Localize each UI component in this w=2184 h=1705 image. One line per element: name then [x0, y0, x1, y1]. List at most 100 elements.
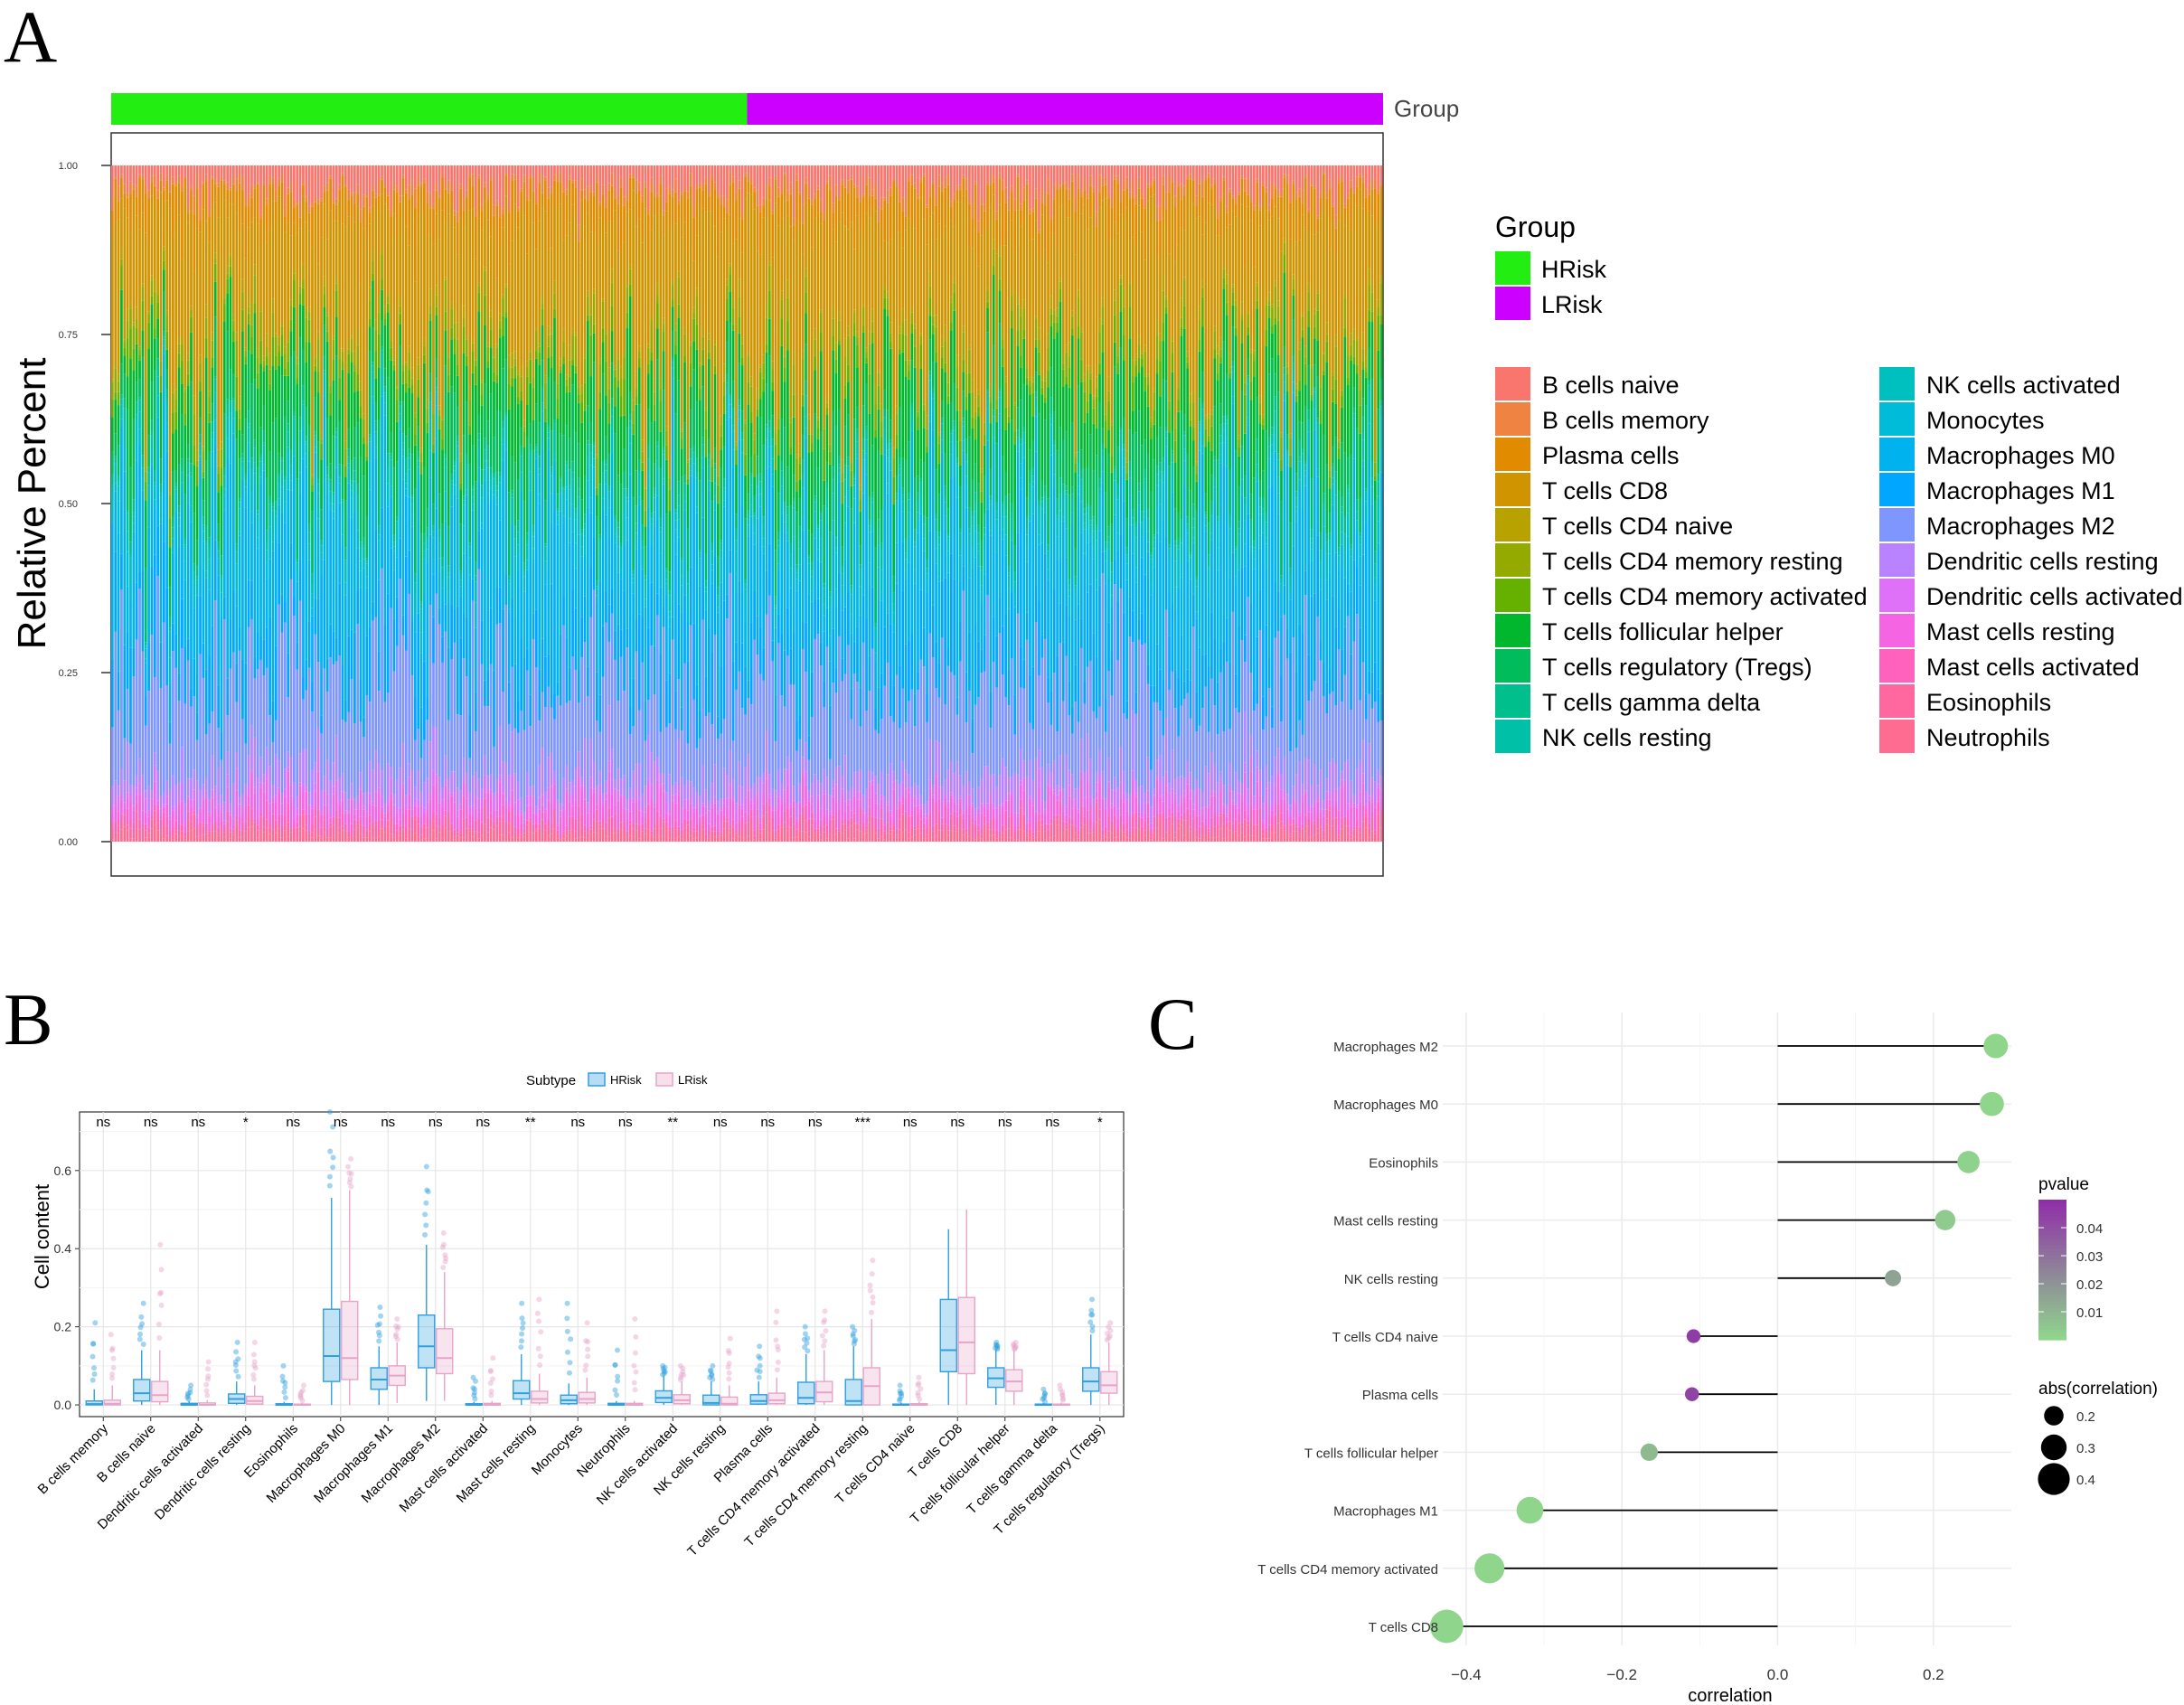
bar-segment: [662, 215, 665, 236]
bar-segment: [365, 165, 369, 193]
bar-segment: [692, 260, 695, 307]
bar-segment: [305, 444, 308, 454]
bar-segment: [259, 484, 262, 636]
bar-segment: [181, 472, 184, 483]
bar-segment: [559, 372, 562, 434]
bar-segment: [159, 173, 163, 181]
bar-segment: [168, 834, 172, 839]
bar-segment: [372, 273, 374, 281]
bar-segment: [199, 381, 202, 391]
bar-segment: [456, 446, 459, 459]
bar-segment: [756, 809, 759, 817]
bar-segment: [241, 830, 244, 837]
bar-segment: [250, 197, 253, 222]
bar-segment: [238, 531, 241, 536]
bar-segment: [475, 365, 477, 385]
bar-segment: [450, 327, 453, 340]
bar-segment: [265, 543, 268, 551]
bar-segment: [347, 813, 351, 832]
bar-segment: [377, 525, 381, 535]
bar-segment: [296, 822, 299, 828]
bar-segment: [598, 484, 602, 535]
bar-segment: [250, 353, 253, 384]
bar-segment: [441, 418, 444, 420]
bar-segment: [386, 292, 390, 297]
bar-segment: [477, 778, 481, 799]
bar-segment: [293, 805, 296, 819]
bar-segment: [477, 798, 481, 813]
bar-segment: [498, 243, 502, 314]
bar-segment: [619, 396, 623, 417]
bar-segment: [583, 358, 587, 383]
bar-segment: [283, 416, 287, 476]
bar-segment: [626, 836, 629, 842]
bar-segment: [356, 590, 360, 625]
bar-segment: [614, 542, 617, 631]
bar-segment: [692, 203, 695, 218]
bar-segment: [689, 818, 692, 831]
bar-segment: [713, 831, 717, 837]
bar-segment: [132, 322, 136, 325]
bar-segment: [247, 294, 250, 307]
bar-segment: [522, 591, 526, 658]
bar-segment: [386, 466, 390, 484]
bar-segment: [677, 218, 681, 271]
bar-segment: [504, 799, 508, 808]
bar-segment: [475, 796, 477, 809]
bar-segment: [698, 206, 701, 363]
bar-segment: [199, 354, 202, 363]
bar-segment: [193, 581, 196, 596]
bar-segment: [701, 183, 704, 191]
bar-segment: [168, 819, 172, 831]
bar-segment: [147, 198, 150, 242]
bar-segment: [316, 441, 320, 479]
bar-segment: [365, 636, 369, 696]
bar-segment: [238, 418, 241, 430]
bar-segment: [568, 833, 571, 842]
bar-segment: [677, 679, 681, 739]
bar-segment: [671, 378, 674, 397]
bar-segment: [525, 560, 529, 570]
bar-segment: [665, 579, 668, 584]
bar-segment: [707, 835, 711, 839]
bar-segment: [628, 796, 632, 812]
bar-segment: [729, 785, 732, 798]
bar-segment: [256, 777, 259, 810]
bar-segment: [444, 780, 447, 786]
bar-segment: [653, 512, 656, 527]
bar-segment: [132, 805, 136, 811]
bar-segment: [162, 345, 165, 354]
bar-segment: [377, 579, 381, 652]
bar-segment: [617, 837, 620, 842]
bar-segment: [637, 471, 641, 475]
bar-segment: [347, 834, 351, 838]
bar-segment: [372, 396, 374, 404]
bar-segment: [553, 419, 556, 424]
bar-segment: [571, 794, 574, 806]
bar-segment: [577, 443, 580, 478]
bar-segment: [632, 678, 635, 726]
bar-segment: [628, 165, 632, 174]
bar-segment: [749, 194, 753, 377]
bar-segment: [211, 178, 214, 205]
bar-segment: [323, 805, 326, 815]
bar-segment: [410, 367, 414, 379]
bar-segment: [747, 524, 750, 537]
bar-segment: [383, 395, 387, 403]
bar-segment: [632, 570, 635, 575]
bar-segment: [423, 178, 426, 184]
bar-segment: [428, 306, 432, 314]
bar-segment: [484, 798, 486, 806]
bar-segment: [353, 814, 356, 820]
bar-segment: [644, 740, 647, 787]
bar-segment: [749, 386, 753, 412]
bar-segment: [278, 185, 280, 197]
bar-segment: [274, 825, 278, 834]
bar-segment: [404, 827, 408, 835]
bar-segment: [674, 691, 677, 730]
bar-segment: [441, 567, 444, 579]
bar-segment: [547, 654, 551, 687]
bar-segment: [399, 296, 401, 306]
bar-segment: [495, 810, 499, 817]
bar-segment: [253, 678, 257, 738]
